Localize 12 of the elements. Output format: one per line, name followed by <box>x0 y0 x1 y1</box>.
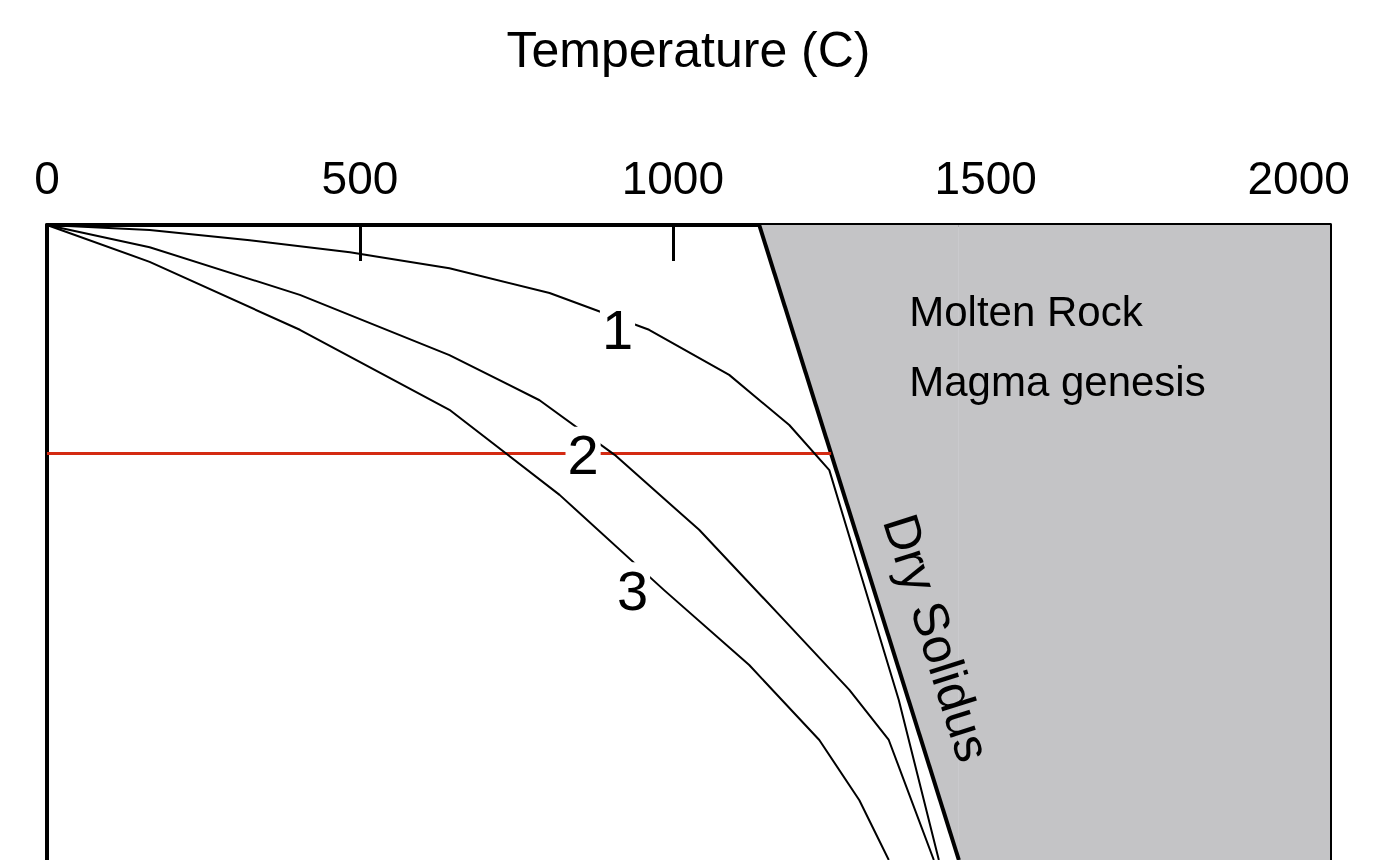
annotation: Magma genesis <box>909 357 1206 405</box>
legend-label: 1 <box>601 298 634 362</box>
x-tick-label: 1500 <box>934 152 1037 204</box>
series-label: 3 <box>616 558 649 622</box>
annotation: Molten Rock <box>909 287 1144 335</box>
x-tick-label: 500 <box>321 152 399 204</box>
series-label: Dry Solidus <box>871 507 1003 769</box>
x-tick-label: 0 <box>34 152 60 204</box>
x-tick-label: 1000 <box>621 152 725 204</box>
x-tick-label: 2000 <box>1247 152 1350 204</box>
series-label: 2 <box>567 423 599 487</box>
x-axis-title: Temperature (C) <box>506 22 871 78</box>
